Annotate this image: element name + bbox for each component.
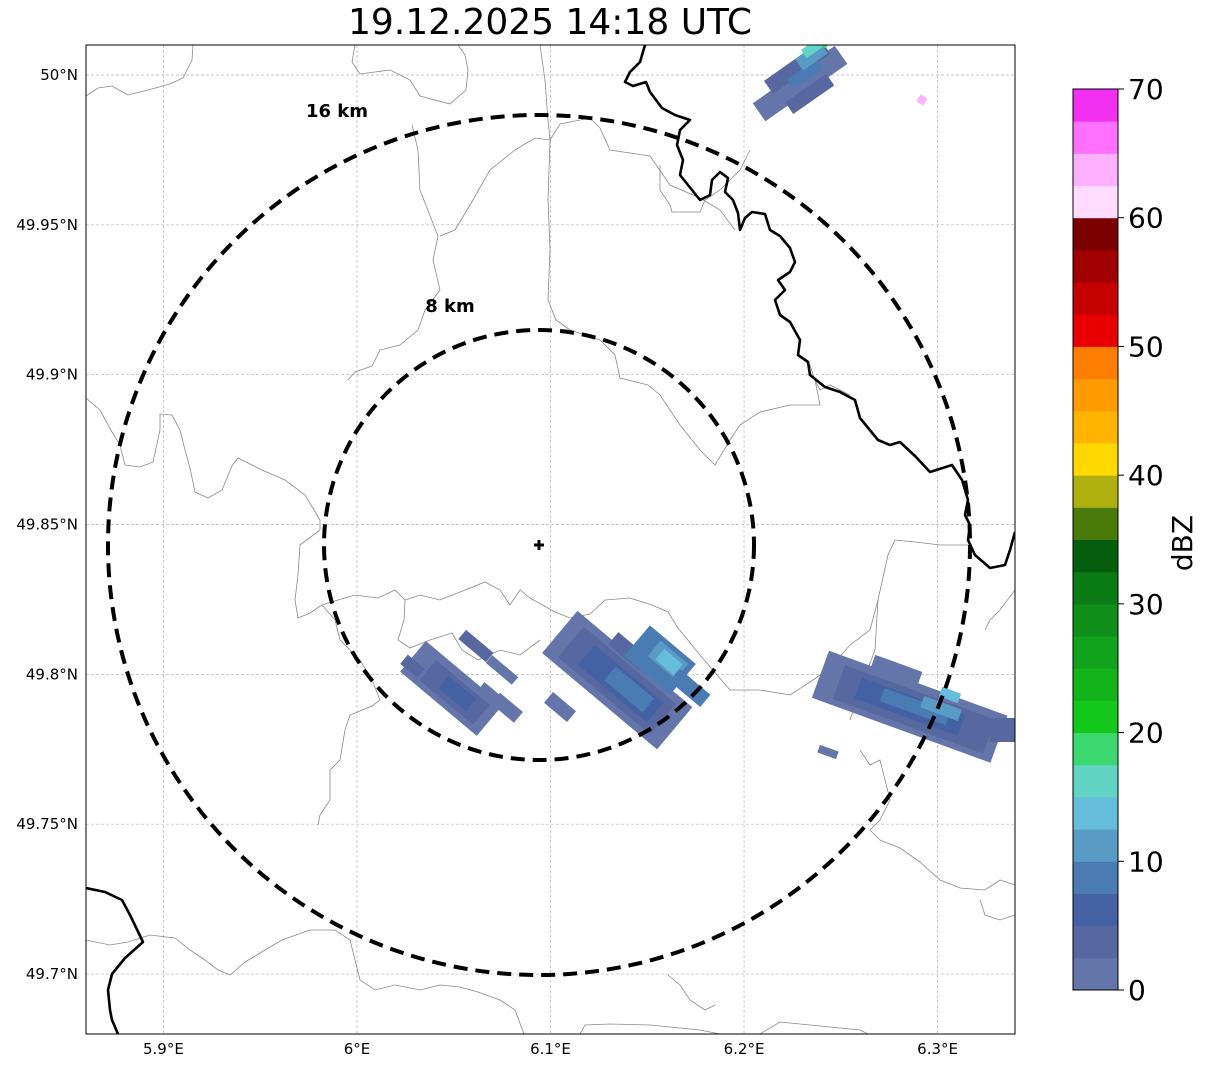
colorbar-tick-label: 50 [1128,330,1164,363]
colorbar-segment [1073,378,1118,412]
lat-tick-label: 49.8°N [26,665,78,683]
lat-tick-label: 50°N [40,66,78,84]
colorbar-segment [1073,249,1118,283]
colorbar-segment [1073,925,1118,959]
colorbar-segment [1073,957,1118,991]
reflectivity-echoes [400,45,1015,763]
colorbar-segment [1073,153,1118,187]
colorbar-tick-label: 0 [1128,974,1146,1007]
colorbar-segment [1073,764,1118,798]
colorbar-segment [1073,571,1118,605]
colorbar-segment [1073,217,1118,251]
lat-tick-label: 49.9°N [26,366,78,384]
colorbar-segment [1073,861,1118,894]
lon-tick-label: 6°E [344,1040,371,1058]
range-ring-8km [322,328,756,762]
colorbar-segment [1073,796,1118,830]
lat-tick-label: 49.85°N [16,516,78,534]
graticule [86,45,1015,1034]
colorbar-segment [1073,603,1118,637]
colorbar-segment [1073,507,1118,540]
colorbar-segment [1073,636,1118,669]
lon-tick-label: 6.1°E [530,1040,571,1058]
colorbar-tick-label: 20 [1128,717,1164,750]
range-ring-16km [106,113,972,977]
colorbar-segment [1073,185,1118,219]
colorbar-segment [1073,282,1118,315]
lon-tick-label: 5.9°E [143,1040,184,1058]
colorbar-segment [1073,539,1118,573]
colorbar-tick-label: 60 [1128,202,1164,235]
colorbar-label: dBZ [1166,515,1199,571]
colorbar-segment [1073,121,1118,154]
lat-tick-label: 49.75°N [16,815,78,833]
colorbar-tick-label: 30 [1128,588,1164,621]
colorbar-segment [1073,700,1118,734]
range-ring-label-16km: 16 km [306,101,368,122]
colorbar-segment [1073,893,1118,927]
range-rings [106,113,972,977]
map-title: 19.12.2025 14:18 UTC [347,2,753,43]
national-border [86,45,1015,1034]
lon-tick-label: 6.3°E [917,1040,958,1058]
colorbar-segment [1073,732,1118,766]
colorbar-segment [1073,410,1118,444]
lon-tick-label: 6.2°E [724,1040,765,1058]
colorbar-tick-label: 70 [1128,73,1164,106]
colorbar-segment [1073,89,1118,122]
colorbar-tick-label: 10 [1128,845,1164,878]
colorbar-segment [1073,668,1118,701]
colorbar-segment [1073,829,1118,862]
map-frame [85,44,1016,1035]
colorbar-segment [1073,346,1118,380]
colorbar-segment [1073,475,1118,508]
radar-site-marker [534,540,544,550]
colorbar-segment [1073,314,1118,347]
municipal-boundaries [86,45,1015,1034]
colorbar: 0 10 20 30 40 50 60 70 [1072,73,1164,1007]
colorbar-segment [1073,442,1118,476]
colorbar-tick-label: 40 [1128,459,1164,492]
lat-tick-label: 49.7°N [26,965,78,983]
range-ring-label-8km: 8 km [425,296,475,317]
lat-tick-label: 49.95°N [16,216,78,234]
